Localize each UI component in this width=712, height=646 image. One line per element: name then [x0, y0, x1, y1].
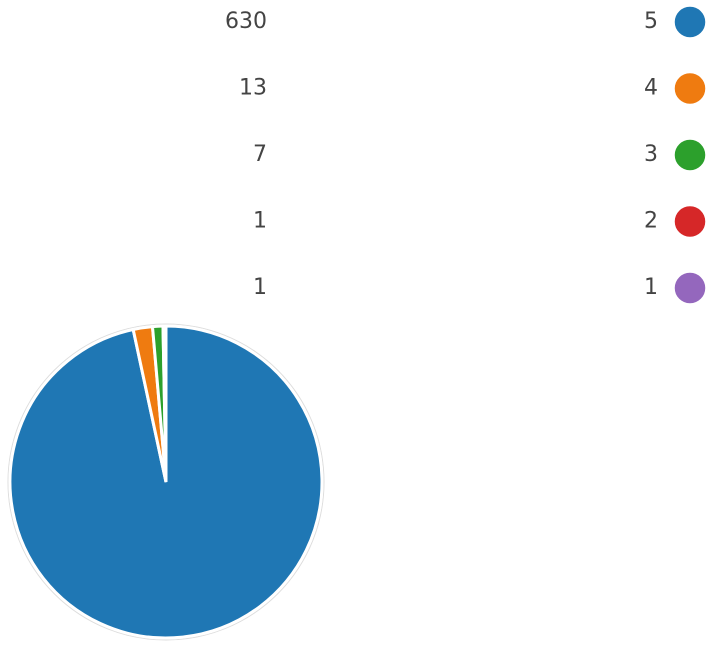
- legend-swatch: [673, 271, 707, 305]
- legend-label: 4: [644, 76, 658, 101]
- legend-label: 5: [644, 9, 658, 34]
- legend-label: 3: [644, 142, 658, 167]
- legend-swatch: [673, 204, 707, 239]
- value-label: 630: [225, 9, 267, 34]
- value-label: 13: [239, 76, 267, 101]
- legend-label: 2: [644, 209, 658, 234]
- legend-swatch: [673, 138, 707, 172]
- value-label: 1: [253, 275, 267, 300]
- legend-label: 1: [644, 275, 658, 300]
- pie-outline: [7, 323, 325, 641]
- value-label: 7: [253, 142, 267, 167]
- value-label: 1: [253, 209, 267, 234]
- legend-swatch: [673, 71, 707, 106]
- pie-slice: [162, 324, 168, 483]
- legend-swatch: [673, 5, 707, 39]
